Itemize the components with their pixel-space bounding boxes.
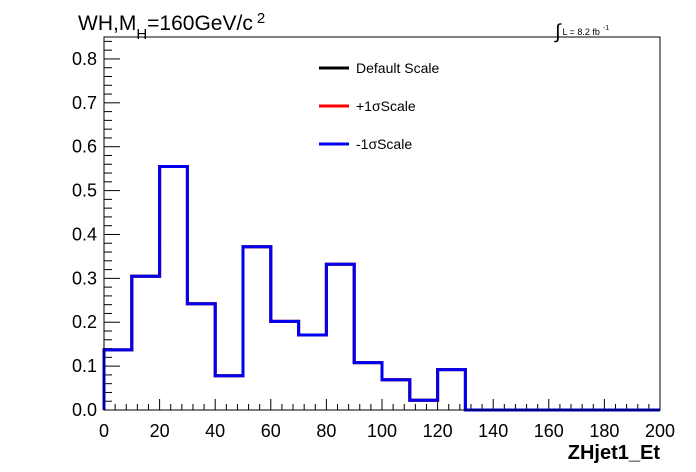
y-tick-label: 0.5 bbox=[72, 181, 97, 201]
legend-label: -1σScale bbox=[356, 136, 412, 152]
axis-tick-labels: 0 20 40 60 80 100 120 140 160 180 200 0.0 0.1 0.2 0.3 0… bbox=[72, 49, 675, 441]
title-prefix: WH,M bbox=[78, 12, 136, 35]
x-tick-label: 160 bbox=[534, 421, 564, 441]
legend-label: Default Scale bbox=[356, 60, 439, 76]
x-tick-label: 20 bbox=[150, 421, 170, 441]
luminosity-exponent: -1 bbox=[603, 25, 609, 32]
x-tick-label: 80 bbox=[316, 421, 336, 441]
plot-frame bbox=[103, 36, 661, 411]
y-tick-label: 0.0 bbox=[72, 400, 97, 420]
y-tick-label: 0.4 bbox=[72, 224, 97, 244]
luminosity-text: L = 8.2 fb bbox=[562, 27, 599, 37]
title-subscript: H bbox=[136, 26, 147, 43]
x-tick-label: 40 bbox=[205, 421, 225, 441]
y-tick-label: 0.6 bbox=[72, 137, 97, 157]
y-tick-label: 0.3 bbox=[72, 268, 97, 288]
legend-label: +1σScale bbox=[356, 98, 416, 114]
legend: Default Scale +1σScale -1σScale bbox=[319, 60, 439, 152]
x-axis-label: ZHjet1_Et bbox=[568, 442, 661, 464]
x-tick-label: 180 bbox=[589, 421, 619, 441]
title-superscript: 2 bbox=[257, 10, 265, 27]
x-tick-label: 120 bbox=[423, 421, 453, 441]
integral-symbol: ∫ bbox=[554, 21, 562, 43]
y-tick-label: 0.8 bbox=[72, 49, 97, 69]
x-tick-label: 0 bbox=[99, 421, 109, 441]
title-middle: =160GeV/c bbox=[147, 12, 253, 35]
luminosity-label: ∫ L = 8.2 fb -1 bbox=[554, 21, 609, 43]
y-tick-label: 0.2 bbox=[72, 312, 97, 332]
x-tick-label: 200 bbox=[645, 421, 675, 441]
y-tick-label: 0.1 bbox=[72, 356, 97, 376]
x-tick-label: 60 bbox=[261, 421, 281, 441]
x-tick-label: 100 bbox=[367, 421, 397, 441]
chart-title: WH,MH=160GeV/c 2 bbox=[78, 10, 265, 43]
x-tick-label: 140 bbox=[478, 421, 508, 441]
y-tick-label: 0.7 bbox=[72, 93, 97, 113]
